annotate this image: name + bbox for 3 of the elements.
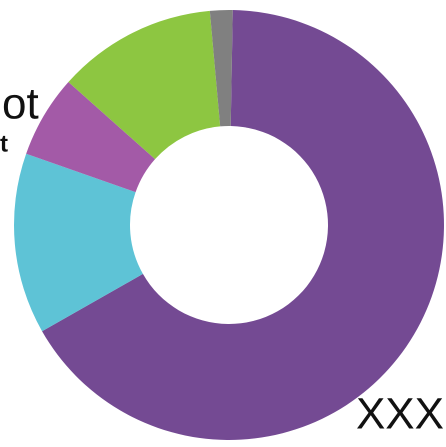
text: XXX: [356, 390, 444, 438]
text: ot: [2, 80, 39, 128]
text: t: [0, 130, 8, 158]
